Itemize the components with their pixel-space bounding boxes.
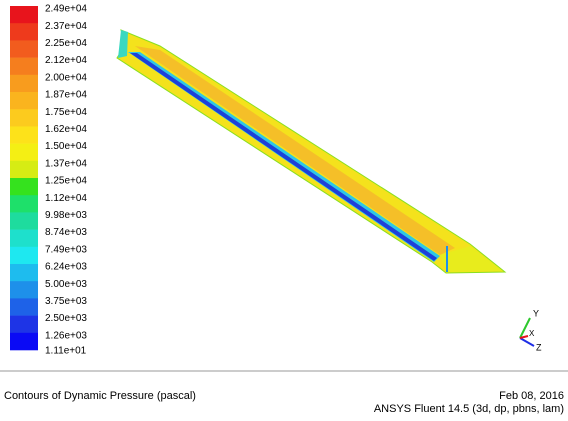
colorbar-band (10, 178, 38, 196)
colorbar-label: 1.37e+04 (45, 158, 87, 169)
colorbar-band (10, 6, 38, 24)
footer-title: Contours of Dynamic Pressure (pascal) (4, 390, 196, 402)
colorbar-label: 8.74e+03 (45, 227, 87, 238)
colorbar-band (10, 195, 38, 213)
colorbar-band (10, 23, 38, 41)
colorbar-label: 9.98e+03 (45, 210, 87, 221)
colorbar-label: 2.49e+04 (45, 4, 87, 15)
triad-label: Z (536, 342, 542, 352)
colorbar-label: 2.12e+04 (45, 55, 87, 66)
colorbar-label: 2.00e+04 (45, 72, 87, 83)
colorbar-label: 5.00e+03 (45, 279, 87, 290)
colorbar-band (10, 212, 38, 230)
colorbar-label: 1.62e+04 (45, 124, 87, 135)
colorbar-label: 1.12e+04 (45, 193, 87, 204)
colorbar-label: 1.50e+04 (45, 141, 87, 152)
colorbar-label: 1.11e+01 (45, 346, 87, 357)
colorbar-band (10, 161, 38, 179)
screenshot: 2.49e+04 2.37e+04 2.25e+04 2.12e+04 2.00e+04… (0, 0, 568, 421)
colorbar-label: 1.25e+04 (45, 176, 87, 187)
triad-label: X (529, 329, 535, 338)
colorbar-label: 1.26e+03 (45, 330, 87, 341)
footer-product: ANSYS Fluent 14.5 (3d, dp, pbns, lam) (374, 403, 564, 415)
colorbar-band (10, 264, 38, 282)
colorbar-label: 3.75e+03 (45, 296, 87, 307)
colorbar-label: 2.50e+03 (45, 313, 87, 324)
colorbar-band (10, 333, 38, 351)
colorbar-band (10, 40, 38, 58)
colorbar-band (10, 298, 38, 316)
colorbar-band (10, 109, 38, 127)
colorbar-label: 2.25e+04 (45, 38, 87, 49)
colorbar-band (10, 75, 38, 93)
colorbar-band (10, 126, 38, 143)
colorbar-band (10, 92, 38, 110)
colorbar: 2.49e+04 2.37e+04 2.25e+04 2.12e+04 2.00e+04… (10, 4, 87, 357)
colorbar-band (10, 281, 38, 299)
colorbar-label: 1.87e+04 (45, 90, 87, 101)
footer-date: Feb 08, 2016 (499, 390, 564, 402)
colorbar-band (10, 58, 38, 76)
colorbar-band (10, 144, 38, 162)
colorbar-band (10, 230, 38, 248)
triad-label: Y (533, 308, 539, 318)
colorbar-band (10, 316, 38, 334)
colorbar-band (10, 247, 38, 264)
colorbar-label: 7.49e+03 (45, 244, 87, 255)
colorbar-label: 1.75e+04 (45, 107, 87, 118)
colorbar-label: 6.24e+03 (45, 262, 87, 273)
colorbar-label: 2.37e+04 (45, 21, 87, 32)
